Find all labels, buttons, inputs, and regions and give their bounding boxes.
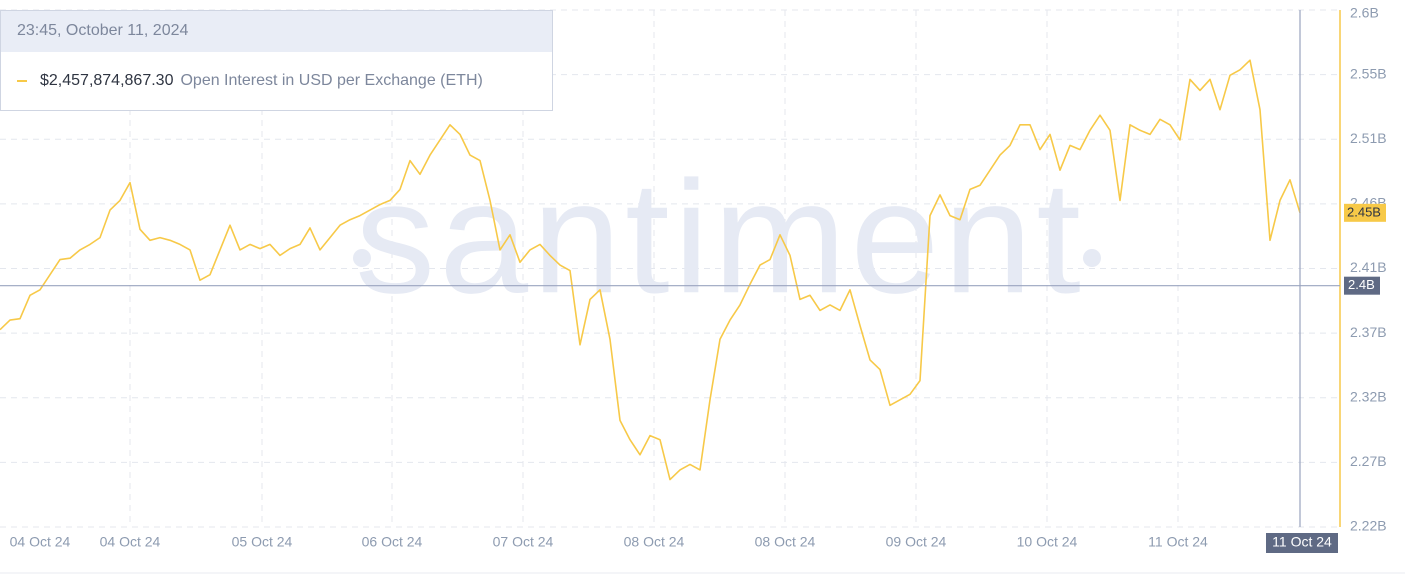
watermark-dot — [353, 249, 371, 267]
y-tick-label: 2.51B — [1350, 130, 1387, 146]
y-tick-label: 2.6B — [1350, 5, 1379, 21]
tooltip-value: $2,457,874,867.30 — [40, 72, 174, 89]
y-tick-label: 2.22B — [1350, 518, 1387, 534]
y-tick-label: 2.27B — [1350, 453, 1387, 469]
x-tick-label: 04 Oct 24 — [10, 534, 71, 550]
last-value-box — [1344, 203, 1386, 222]
y-tick-label: 2.55B — [1350, 65, 1387, 81]
crosshair-y-label-box — [1344, 276, 1380, 295]
last-value-label: 2.45B — [1347, 204, 1381, 219]
tooltip-series-name: Open Interest in USD per Exchange (ETH) — [180, 72, 482, 89]
x-tick-label: 04 Oct 24 — [100, 534, 161, 550]
watermark-dot — [1083, 249, 1101, 267]
tooltip-title: 23:45, October 11, 2024 — [17, 22, 188, 39]
grid — [0, 9, 1340, 528]
x-tick-label: 11 Oct 24 — [1148, 534, 1208, 550]
watermark: santiment — [355, 147, 1085, 326]
x-tick-label: 08 Oct 24 — [624, 534, 685, 550]
y-tick-label: 2.32B — [1350, 388, 1387, 404]
tooltip: 23:45, October 11, 2024 $2,457,874,867.3… — [0, 10, 553, 111]
x-tick-label: 07 Oct 24 — [493, 534, 554, 550]
crosshair-x-label-box — [1266, 533, 1338, 553]
y-tick-label: 2.37B — [1350, 324, 1387, 340]
series-line — [0, 59, 1301, 481]
crosshair-x-label: 11 Oct 24 — [1272, 534, 1332, 550]
x-tick-label: 10 Oct 24 — [1017, 534, 1078, 550]
plot: 2.22B2.27B2.32B2.37B2.41B2.46B2.51B2.55B… — [0, 5, 1387, 553]
x-tick-label: 05 Oct 24 — [232, 534, 293, 550]
crosshair-y-label: 2.4B — [1348, 277, 1375, 292]
y-tick-label: 2.41B — [1350, 259, 1387, 275]
tooltip-header — [1, 11, 552, 52]
x-tick-label: 06 Oct 24 — [362, 534, 423, 550]
x-tick-label: 08 Oct 24 — [755, 534, 816, 550]
x-tick-label: 09 Oct 24 — [886, 534, 947, 550]
